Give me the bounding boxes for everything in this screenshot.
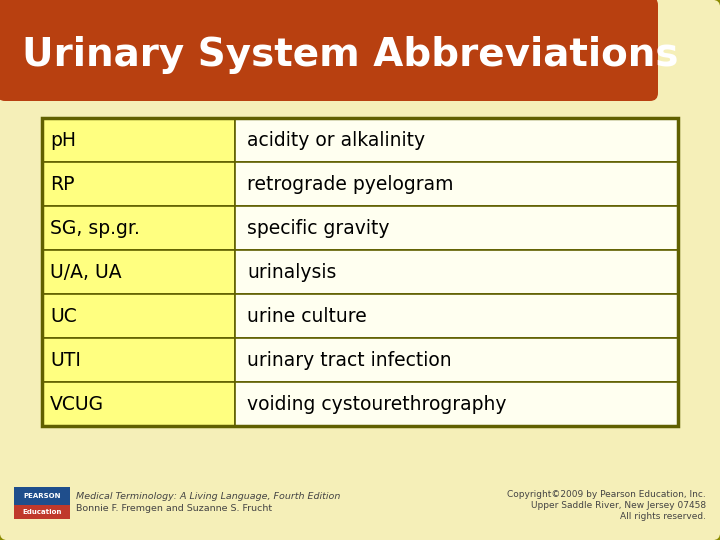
Bar [42, 118, 235, 162]
Text: pH: pH [50, 131, 76, 150]
Bar [42, 294, 235, 338]
Bar [14, 505, 70, 519]
Text: retrograde pyelogram: retrograde pyelogram [247, 174, 454, 193]
Text: urine culture: urine culture [247, 307, 366, 326]
Text: SG, sp.gr.: SG, sp.gr. [50, 219, 140, 238]
Text: Upper Saddle River, New Jersey 07458: Upper Saddle River, New Jersey 07458 [531, 501, 706, 510]
Bar [42, 382, 235, 426]
Bar [235, 294, 678, 338]
Text: PEARSON: PEARSON [23, 493, 60, 499]
Bar [235, 118, 678, 162]
Bar [42, 206, 235, 250]
Text: Medical Terminology: A Living Language, Fourth Edition: Medical Terminology: A Living Language, … [76, 492, 341, 501]
Text: voiding cystourethrography: voiding cystourethrography [247, 395, 506, 414]
Bar [14, 487, 70, 505]
Bar [235, 382, 678, 426]
Text: All rights reserved.: All rights reserved. [620, 512, 706, 521]
Bar [235, 338, 678, 382]
Text: VCUG: VCUG [50, 395, 104, 414]
Text: specific gravity: specific gravity [247, 219, 390, 238]
Text: Education: Education [22, 509, 62, 515]
Text: Urinary System Abbreviations: Urinary System Abbreviations [22, 36, 678, 74]
Bar [235, 162, 678, 206]
Text: urinalysis: urinalysis [247, 262, 336, 281]
Text: U/A, UA: U/A, UA [50, 262, 122, 281]
Bar [42, 338, 235, 382]
Text: RP: RP [50, 174, 74, 193]
Text: Copyright©2009 by Pearson Education, Inc.: Copyright©2009 by Pearson Education, Inc… [508, 490, 706, 499]
Bar [235, 206, 678, 250]
Text: urinary tract infection: urinary tract infection [247, 350, 451, 369]
Text: UTI: UTI [50, 350, 81, 369]
Bar [235, 250, 678, 294]
Text: Bonnie F. Fremgen and Suzanne S. Frucht: Bonnie F. Fremgen and Suzanne S. Frucht [76, 504, 272, 513]
Bar [42, 118, 678, 426]
Bar [42, 162, 235, 206]
Bar [42, 250, 235, 294]
Text: acidity or alkalinity: acidity or alkalinity [247, 131, 425, 150]
Text: UC: UC [50, 307, 77, 326]
Bar [5, 5, 45, 98]
FancyBboxPatch shape [0, 0, 658, 101]
